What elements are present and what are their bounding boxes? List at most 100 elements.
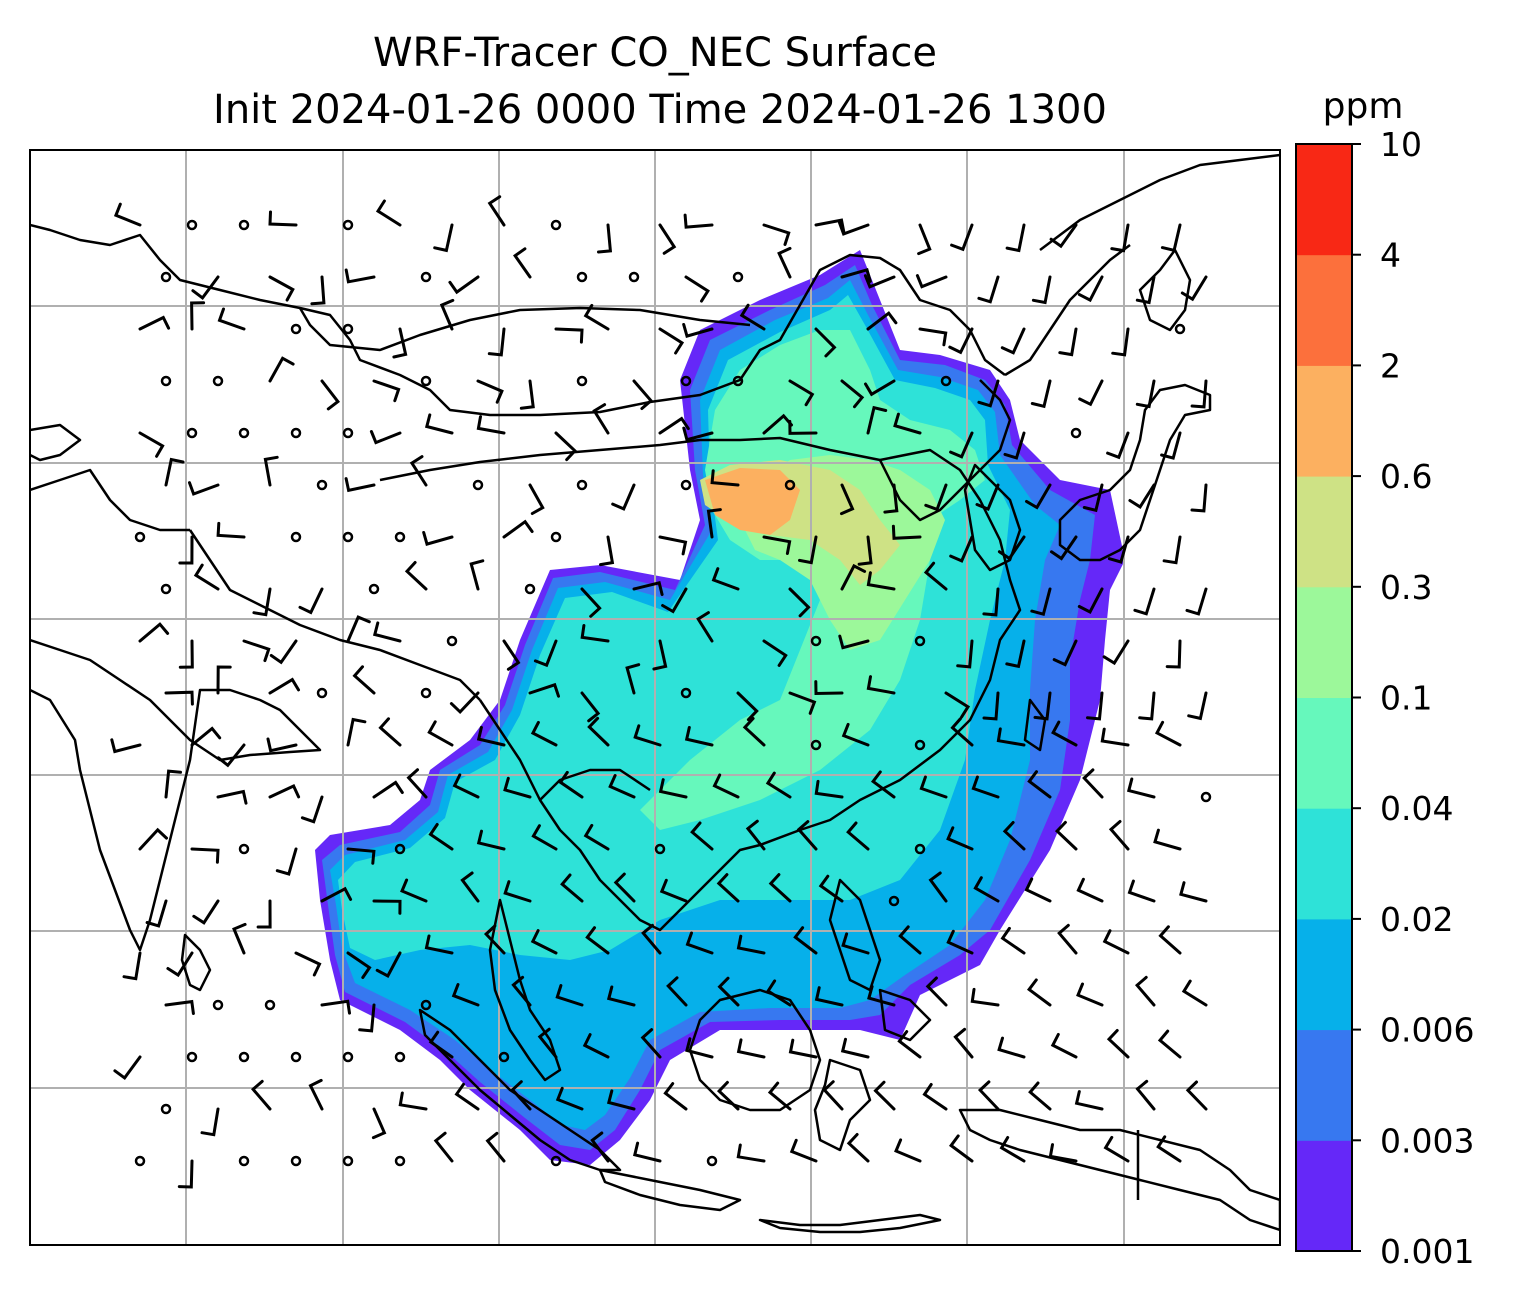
wind-barb <box>766 979 792 1007</box>
wind-barb <box>736 934 766 955</box>
wind-barb <box>1051 720 1078 747</box>
wind-barb <box>1156 1135 1182 1163</box>
wind-barb <box>487 195 506 227</box>
colorbar-segment <box>1296 697 1352 809</box>
wind-barb <box>736 1038 766 1059</box>
wind-barb <box>554 431 578 462</box>
wind-barb <box>138 827 168 851</box>
calm-marker <box>576 375 588 387</box>
calm-marker <box>290 427 302 439</box>
wind-barb <box>378 717 402 747</box>
wind-barb <box>632 1141 662 1163</box>
wind-barb <box>925 976 948 1007</box>
wind-barb <box>200 1107 220 1137</box>
wind-barb <box>346 717 367 747</box>
calm-marker <box>290 1051 302 1063</box>
wind-barb <box>113 1055 142 1080</box>
wind-barb <box>977 1080 1000 1111</box>
calm-marker <box>628 271 640 283</box>
wind-barb <box>798 535 818 565</box>
wind-barb <box>818 874 844 903</box>
calm-marker <box>1174 323 1186 335</box>
colorbar-tick-label: 0.3 <box>1380 568 1432 607</box>
calm-marker <box>576 271 588 283</box>
calm-marker <box>732 271 744 283</box>
wind-barb <box>344 268 376 284</box>
wind-barb <box>582 1033 610 1059</box>
wind-barb <box>372 780 404 799</box>
wind-barb <box>427 720 454 747</box>
wind-barb <box>268 210 298 227</box>
wind-barb <box>762 223 791 246</box>
wind-barb <box>592 403 610 435</box>
wind-barb <box>683 213 714 229</box>
wind-barb <box>554 327 584 344</box>
wind-barb <box>711 567 740 591</box>
wind-barb <box>590 1131 610 1163</box>
calm-marker <box>446 635 458 647</box>
wind-barb <box>948 327 974 355</box>
wind-barb <box>970 987 1000 1007</box>
wind-barb <box>1000 327 1026 355</box>
wind-barb <box>164 457 185 487</box>
wind-barb <box>789 1138 818 1163</box>
wind-barb <box>867 985 896 1007</box>
wind-barb <box>530 720 558 747</box>
wind-barb <box>190 301 206 331</box>
wind-barb <box>483 924 506 955</box>
wind-barb <box>682 323 714 338</box>
calm-marker <box>186 1051 198 1063</box>
wind-barb <box>745 819 766 851</box>
wind-barb <box>422 531 454 546</box>
wind-barb <box>928 871 948 903</box>
wind-barb <box>145 899 168 928</box>
wind-barb <box>191 275 220 301</box>
wind-barb <box>1108 820 1130 851</box>
wind-barb <box>1187 691 1208 721</box>
wind-barb <box>555 1086 584 1111</box>
calm-marker <box>914 635 926 647</box>
calm-marker <box>680 375 692 387</box>
wind-barb <box>777 246 792 279</box>
wind-barb <box>949 431 974 459</box>
wind-barb <box>1003 431 1026 460</box>
wind-barb <box>685 1037 714 1059</box>
calm-marker <box>420 687 432 699</box>
wind-barb <box>216 521 246 539</box>
calm-marker <box>134 531 146 543</box>
wind-barb <box>308 1078 324 1111</box>
wind-barb <box>788 1038 818 1059</box>
wind-barb <box>372 621 402 643</box>
wind-barb <box>138 315 171 331</box>
wind-barb <box>344 477 376 493</box>
wind-barb <box>599 535 615 567</box>
calm-marker <box>134 1155 146 1167</box>
wind-barb <box>897 1030 922 1059</box>
wind-barb <box>352 665 376 695</box>
calm-marker <box>316 479 328 491</box>
wind-barb <box>192 899 220 925</box>
wind-barb <box>502 639 521 671</box>
wind-barb <box>268 677 300 695</box>
wind-barb <box>682 426 714 442</box>
wind-barb <box>1077 275 1104 303</box>
wind-calm-markers <box>134 219 1212 1167</box>
wind-barb <box>1078 379 1104 407</box>
calm-marker <box>498 1051 510 1063</box>
calm-marker <box>290 531 302 543</box>
wind-barb <box>164 690 194 706</box>
colorbar-segments <box>1296 144 1352 1252</box>
wind-barb <box>476 829 506 851</box>
calm-marker <box>706 1155 718 1167</box>
wind-barb <box>1050 535 1078 561</box>
wind-barb <box>716 873 740 903</box>
wind-barb <box>122 951 142 981</box>
wind-barb <box>242 639 271 663</box>
colorbar-ticks: 0.001 0.003 0.006 0.02 0.04 0.1 0.3 0.6 2 4 10 <box>1352 125 1474 1271</box>
calm-marker <box>1200 791 1212 803</box>
wind-barb <box>268 356 295 383</box>
wind-barb <box>866 405 888 435</box>
wind-barb <box>1028 1081 1052 1111</box>
wind-barb <box>1058 327 1078 357</box>
